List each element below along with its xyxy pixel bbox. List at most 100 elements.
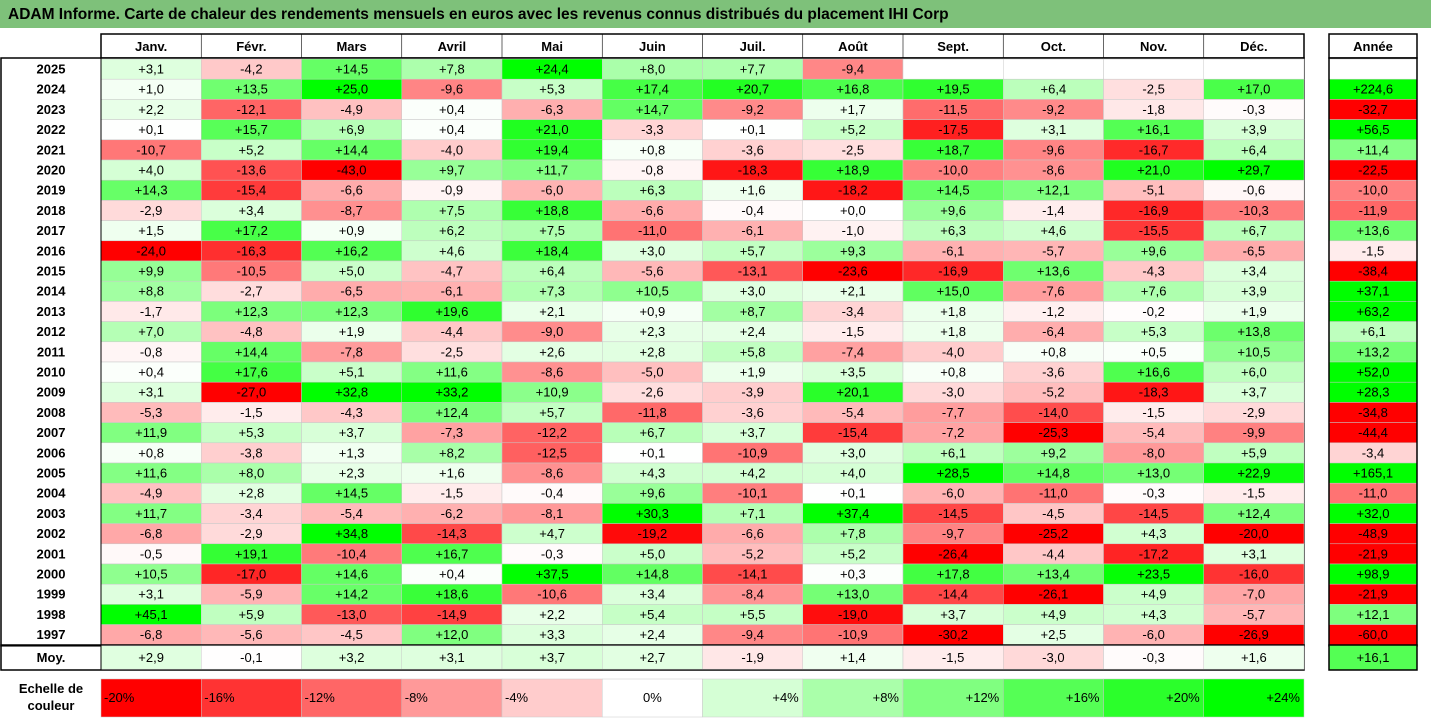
cell-value: -26,1 [1039,587,1069,602]
cell-value: -9,6 [441,82,463,97]
cell-value: -8,6 [541,466,563,481]
annual-value: -10,0 [1358,183,1388,198]
scale-swatch [401,678,503,718]
cell-value: -10,6 [537,587,567,602]
average-value: +2,7 [640,650,666,665]
year-label: 2020 [37,163,66,178]
cell-value: -3,0 [942,385,964,400]
cell-value: +29,7 [1237,163,1270,178]
cell-value: +8,8 [138,284,164,299]
cell-value: +16,1 [1137,122,1170,137]
month-header: Mars [336,39,366,54]
cell-value: +0,4 [439,122,465,137]
cell-value: -10,9 [738,445,768,460]
cell-value: +6,0 [1241,365,1267,380]
cell-value: +0,8 [138,445,164,460]
cell-value: +2,1 [840,284,866,299]
cell-value: +2,8 [640,344,666,359]
cell-value: -18,3 [738,163,768,178]
cell-value: +18,7 [937,142,970,157]
cell-value: -17,2 [1139,546,1169,561]
scale-swatch [201,678,302,718]
year-label: 2001 [37,546,66,561]
cell-value: -1,5 [240,405,262,420]
cell-value: +2,2 [138,102,164,117]
year-label: 2000 [37,567,66,582]
cell-value: -4,2 [240,62,262,77]
cell-value: +3,1 [138,385,164,400]
annual-value: -11,9 [1359,203,1388,218]
average-value: -3,0 [1042,650,1064,665]
cell-value: -6,5 [340,284,362,299]
year-label: 2025 [37,62,66,77]
cell-value: -3,6 [1042,365,1064,380]
average-label: Moy. [37,650,66,665]
cell-value: +9,9 [138,264,164,279]
cell-value: +7,1 [740,506,766,521]
cell-value: -4,4 [441,324,463,339]
cell-value: +3,9 [1241,284,1267,299]
table-row: -4,9 +2,8 +14,5 -1,5 -0,4 +9,6 -10,1 +0,1 -6,0 -1… [37,482,1418,504]
table-row: +3,1 -5,9 +14,2 +18,6 -10,6 +3,4 -8,4 +13,0 -14,… [37,583,1418,605]
cell-value: +24,4 [536,62,569,77]
table-row: -5,3 -1,5 -4,3 +12,4 +5,7 -11,8 -3,6 -5,4 -7,7 -1… [37,402,1418,423]
cell-value: -6,0 [942,486,964,501]
average-value: +3,2 [339,650,365,665]
cell-value: -3,4 [842,304,864,319]
cell-value: +13,4 [1037,567,1070,582]
cell-value: -2,9 [140,203,162,218]
cell-value: +6,4 [1241,142,1267,157]
cell-value: -9,7 [942,526,964,541]
cell-value: -14,1 [738,567,768,582]
cell-value: -4,5 [1042,506,1064,521]
cell-value: +13,6 [1037,264,1070,279]
scale-step-label: -8% [405,690,429,705]
cell-value: -5,7 [1042,243,1064,258]
cell-value: -2,6 [641,385,663,400]
cell-value: +13,0 [836,587,869,602]
cell-value: +3,7 [339,425,365,440]
cell-value: -24,0 [136,243,166,258]
cell-value: -3,9 [741,385,763,400]
cell-value: -3,6 [741,142,763,157]
cell-value: +3,4 [239,203,265,218]
heat-cell [902,58,1004,80]
cell-value: +4,6 [439,243,465,258]
cell-value: +14,8 [1037,466,1070,481]
average-annual-value: +16,1 [1357,650,1390,665]
scale-step-label: -16% [204,690,235,705]
cell-value: -8,7 [340,203,362,218]
cell-value: +10,5 [1237,344,1270,359]
heat-cell [1003,58,1104,80]
cell-value: +1,5 [138,223,164,238]
cell-value: -9,4 [741,627,763,642]
cell-value: +12,3 [235,304,268,319]
cell-value: +9,7 [439,163,465,178]
cell-value: -6,5 [1243,243,1265,258]
cell-value: -4,0 [441,142,463,157]
table-row: +14,3 -15,4 -6,6 -0,9 -6,0 +6,3 +1,6 -18,2 +14,5… [37,179,1418,201]
year-label: 2005 [37,466,66,481]
cell-value: +2,3 [640,324,666,339]
cell-value: +14,5 [335,486,368,501]
cell-value: +17,8 [937,567,970,582]
annual-value: +63,2 [1357,304,1390,319]
cell-value: -7,3 [441,425,463,440]
table-row: -1,7 +12,3 +12,3 +19,6 +2,1 +0,9 +8,7 -3,4 +1,8 -… [37,301,1418,322]
cell-value: +0,8 [940,365,966,380]
cell-value: +4,3 [640,466,666,481]
cell-value: -2,7 [240,284,262,299]
cell-value: -13,0 [337,607,367,622]
cell-value: -11,0 [638,223,667,238]
cell-value: +14,2 [335,587,368,602]
annual-value: +11,4 [1357,142,1389,157]
cell-value: +11,9 [135,425,167,440]
cell-value: -2,5 [842,142,864,157]
cell-value: -6,6 [641,203,663,218]
scale-swatch [1103,678,1204,718]
cell-value: +3,5 [840,365,866,380]
cell-value: -18,3 [1139,385,1169,400]
cell-value: +7,5 [439,203,465,218]
cell-value: +3,7 [1241,385,1267,400]
